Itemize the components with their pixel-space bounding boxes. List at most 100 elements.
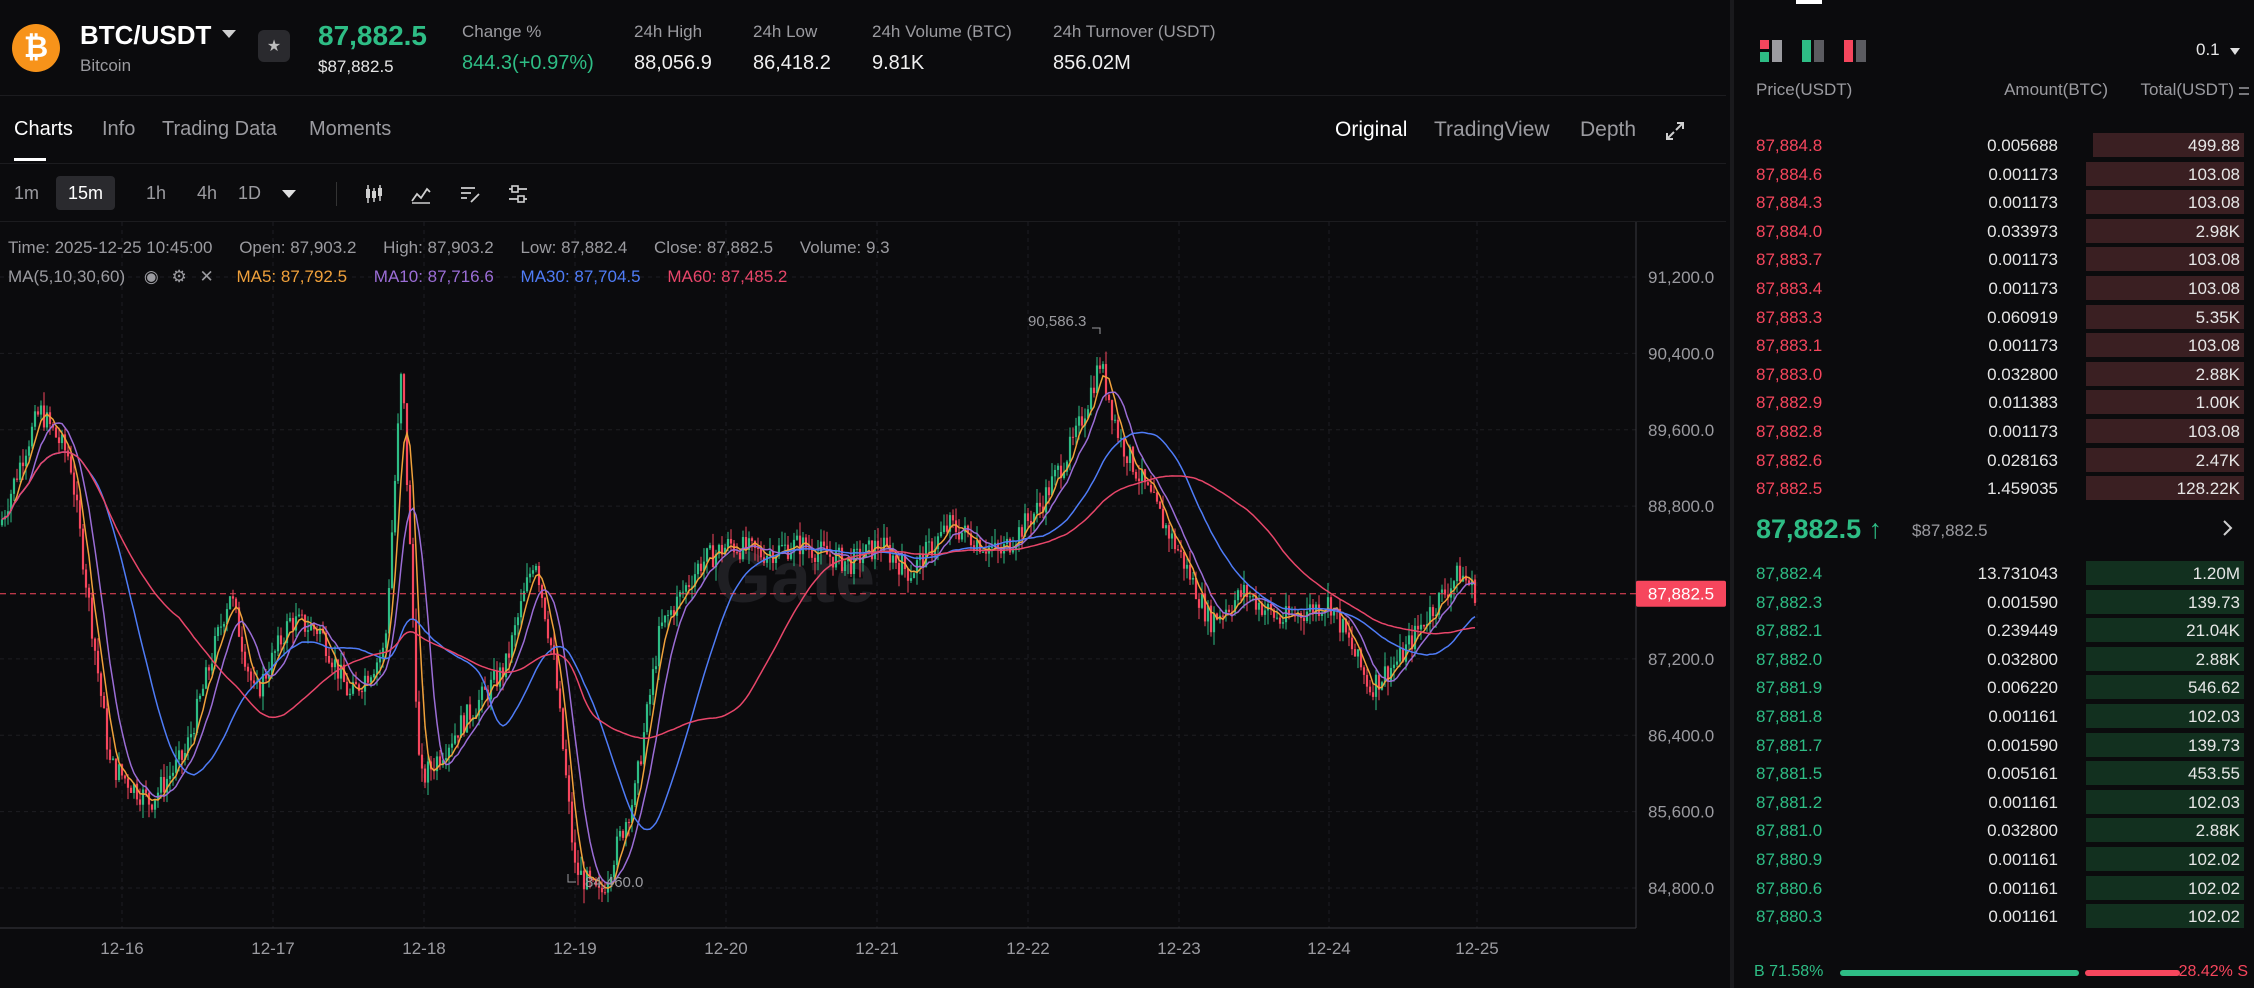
low-marker-pointer <box>567 874 576 883</box>
close-icon[interactable]: ✕ <box>199 267 214 286</box>
depth-bar <box>2085 875 2244 900</box>
candle-body <box>612 864 616 877</box>
candle-body <box>699 563 703 571</box>
ma-settings-label[interactable]: MA(5,10,30,60) <box>8 267 126 286</box>
tab-tradingview[interactable]: TradingView <box>1434 118 1550 141</box>
x-tick-label: 12-23 <box>1157 939 1200 958</box>
total-toggle-icon[interactable] <box>2238 84 2250 98</box>
bid-row[interactable]: 87,882.4 13.731043 1.20M <box>1734 559 2254 587</box>
timeframe-1h[interactable]: 1h <box>146 183 167 203</box>
candle-body <box>177 750 181 760</box>
ask-row[interactable]: 87,882.9 0.011383 1.00K <box>1734 388 2254 416</box>
bid-row[interactable]: 87,880.3 0.001161 102.02 <box>1734 902 2254 930</box>
candle-body <box>1464 575 1468 581</box>
ask-row[interactable]: 87,884.6 0.001173 103.08 <box>1734 160 2254 188</box>
ask-row[interactable]: 87,883.7 0.001173 103.08 <box>1734 245 2254 273</box>
pair-selector[interactable]: BTC/USDT <box>80 20 212 50</box>
buy-sell-ratio: B 71.58% 28.42% S <box>1754 962 2248 982</box>
row-amount: 0.239449 <box>1987 621 2058 641</box>
ask-row[interactable]: 87,884.3 0.001173 103.08 <box>1734 188 2254 216</box>
chevron-down-icon[interactable] <box>222 30 236 38</box>
candle-body <box>1152 491 1156 493</box>
row-total: 1.00K <box>2195 393 2240 413</box>
candle-body <box>837 547 841 552</box>
ma30-line <box>1 431 1476 831</box>
candle-body <box>894 555 898 563</box>
tab-depth[interactable]: Depth <box>1580 118 1637 141</box>
candle-body <box>882 537 886 552</box>
bid-row[interactable]: 87,881.5 0.005161 453.55 <box>1734 759 2254 787</box>
candle-body <box>1455 565 1459 582</box>
bid-row[interactable]: 87,881.0 0.032800 2.88K <box>1734 816 2254 844</box>
row-amount: 0.033973 <box>1987 221 2058 241</box>
ask-row[interactable]: 87,883.4 0.001173 103.08 <box>1734 274 2254 302</box>
ask-row[interactable]: 87,884.8 0.005688 499.88 <box>1734 131 2254 159</box>
chevron-right-icon[interactable] <box>2220 518 2236 538</box>
chart-canvas[interactable]: Gate91,200.090,400.089,600.088,800.087,2… <box>0 222 1726 988</box>
candlestick-icon[interactable] <box>362 182 386 206</box>
candle-body <box>828 554 832 557</box>
last-price-fiat: $87,882.5 <box>318 57 394 76</box>
bid-row[interactable]: 87,880.9 0.001161 102.02 <box>1734 845 2254 873</box>
candle-body <box>705 548 709 562</box>
candle-body <box>822 541 826 546</box>
ask-row[interactable]: 87,883.3 0.060919 5.35K <box>1734 303 2254 331</box>
bid-row[interactable]: 87,880.6 0.001161 102.02 <box>1734 874 2254 902</box>
bid-row[interactable]: 87,881.2 0.001161 102.03 <box>1734 788 2254 816</box>
candle-body <box>1272 609 1276 618</box>
bid-row[interactable]: 87,881.7 0.001590 139.73 <box>1734 731 2254 759</box>
draw-tools-icon[interactable] <box>458 182 482 206</box>
candle-body <box>1125 456 1129 464</box>
indicator-icon[interactable] <box>409 182 433 206</box>
orderbook-both-view-icon[interactable] <box>1758 38 1784 64</box>
chevron-down-icon[interactable] <box>2230 48 2240 55</box>
tab-moments[interactable]: Moments <box>309 118 392 140</box>
row-total: 102.02 <box>2188 878 2240 898</box>
candle-body <box>1032 513 1036 525</box>
row-amount: 0.001161 <box>1988 792 2058 812</box>
ask-row[interactable]: 87,882.8 0.001173 103.08 <box>1734 417 2254 445</box>
candle-body <box>969 533 973 546</box>
timeframe-1d[interactable]: 1D <box>238 183 262 203</box>
bid-row[interactable]: 87,882.0 0.032800 2.88K <box>1734 645 2254 673</box>
timeframe-1m[interactable]: 1m <box>14 183 40 203</box>
precision-select[interactable]: 0.1 <box>2196 40 2220 59</box>
candle-body <box>522 591 526 602</box>
orderbook-asks-view-icon[interactable] <box>1842 38 1868 64</box>
timeframe-4h[interactable]: 4h <box>197 183 218 203</box>
timeframe-dropdown-icon[interactable] <box>282 190 296 198</box>
tab-info[interactable]: Info <box>102 118 136 140</box>
price-chart[interactable]: Gate 91,200.0 90,400.0 89,600.0 88,800.0 87,2… <box>0 222 1726 988</box>
bid-row[interactable]: 87,882.1 0.239449 21.04K <box>1734 616 2254 644</box>
candle-body <box>639 761 643 765</box>
candle-body <box>78 500 82 529</box>
ask-row[interactable]: 87,883.1 0.001173 103.08 <box>1734 331 2254 359</box>
bid-row[interactable]: 87,881.8 0.001161 102.03 <box>1734 702 2254 730</box>
orderbook-bids-view-icon[interactable] <box>1800 38 1826 64</box>
favorite-star-icon[interactable]: ★ <box>258 30 290 62</box>
candle-body <box>846 557 850 562</box>
timeframe-15m[interactable]: 15m <box>56 176 116 210</box>
row-price: 87,882.9 <box>1756 393 1823 413</box>
candle-body <box>252 680 256 684</box>
row-price: 87,881.8 <box>1756 707 1823 726</box>
eye-icon[interactable]: ◉ <box>143 267 159 286</box>
candle-body <box>1227 609 1231 612</box>
bid-row[interactable]: 87,881.9 0.006220 546.62 <box>1734 673 2254 701</box>
candle-body <box>873 540 877 560</box>
chart-settings-icon[interactable] <box>506 182 530 206</box>
candle-body <box>462 715 466 733</box>
tab-original[interactable]: Original <box>1335 118 1408 141</box>
ask-row[interactable]: 87,882.6 0.028163 2.47K <box>1734 446 2254 474</box>
gear-icon[interactable]: ⚙ <box>171 267 187 286</box>
tab-charts[interactable]: Charts <box>14 118 73 140</box>
expand-icon[interactable] <box>1664 120 1686 142</box>
candle-body <box>912 573 916 579</box>
tab-trading-data[interactable]: Trading Data <box>162 118 277 140</box>
ask-row[interactable]: 87,882.5 1.459035 128.22K <box>1734 474 2254 502</box>
ask-row[interactable]: 87,883.0 0.032800 2.88K <box>1734 360 2254 388</box>
candle-body <box>273 651 277 653</box>
bid-row[interactable]: 87,882.3 0.001590 139.73 <box>1734 588 2254 616</box>
ask-row[interactable]: 87,884.0 0.033973 2.98K <box>1734 217 2254 245</box>
candle-body <box>1362 667 1366 675</box>
